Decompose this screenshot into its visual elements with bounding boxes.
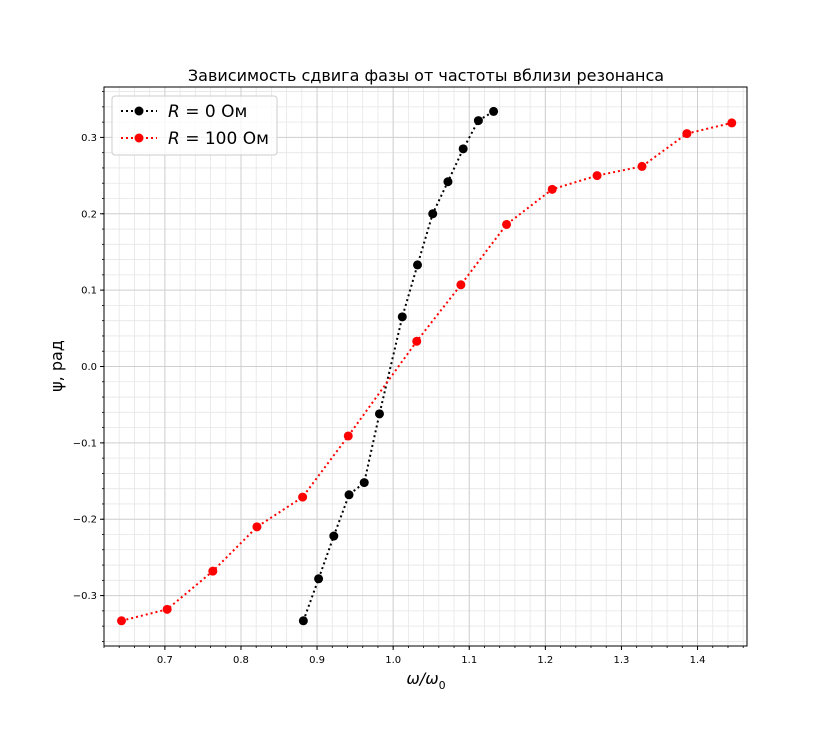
data-point-r100 <box>412 336 422 346</box>
data-point-r0 <box>489 106 499 116</box>
data-point-r100 <box>547 184 557 194</box>
x-axis-label-subscript: 0 <box>439 679 446 692</box>
x-tick-label: 1.1 <box>461 655 477 666</box>
data-point-r0 <box>473 116 483 126</box>
legend-label-r0-rest: = 0 Ом <box>180 102 247 122</box>
legend-label-r0-var: R <box>168 102 180 122</box>
series-line-r100 <box>121 121 733 622</box>
x-tick-label: 1.2 <box>537 655 553 666</box>
data-point-r0 <box>397 312 407 322</box>
y-tick-label: 0.1 <box>81 286 97 297</box>
x-tick-label: 0.8 <box>233 655 249 666</box>
data-point-r0 <box>413 260 423 270</box>
legend-label-r100-var: R <box>168 129 180 149</box>
data-point-r0 <box>458 144 468 154</box>
y-tick-label: 0.3 <box>81 133 97 144</box>
series-layer <box>117 106 737 626</box>
legend-marker-r100 <box>134 133 144 143</box>
y-tick-label: 0.0 <box>81 362 97 373</box>
data-point-r0 <box>314 574 324 584</box>
x-axis-label-main: ω/ω <box>406 669 438 688</box>
data-point-r100 <box>343 431 353 441</box>
legend-label-r100-rest: = 100 Ом <box>180 129 269 149</box>
x-tick-label: 1.3 <box>613 655 629 666</box>
data-point-r0 <box>298 616 308 626</box>
legend-marker-r0 <box>134 106 144 116</box>
data-point-r0 <box>428 209 438 219</box>
major-grid <box>104 87 747 646</box>
y-tick-label: −0.1 <box>73 438 97 449</box>
data-point-r0 <box>359 478 369 488</box>
x-tick-label: 1.0 <box>385 655 401 666</box>
y-axis-ticks: −0.3 −0.2 −0.1 0.0 0.1 0.2 0.3 <box>73 91 104 642</box>
data-point-r100 <box>502 219 512 229</box>
data-point-r100 <box>252 522 262 532</box>
y-tick-label: 0.2 <box>81 209 97 220</box>
y-axis-label: ψ, рад <box>47 340 66 392</box>
data-point-r100 <box>298 492 308 502</box>
data-point-r0 <box>329 531 339 541</box>
x-tick-label: 0.7 <box>157 655 173 666</box>
data-point-r100 <box>592 171 602 181</box>
legend-label-r100: R = 100 Ом <box>168 129 269 149</box>
legend-label-r0: R = 0 Ом <box>168 102 247 122</box>
data-point-r100 <box>117 616 127 626</box>
data-point-r100 <box>456 280 466 290</box>
legend: R = 0 Ом R = 100 Ом <box>111 95 278 156</box>
data-point-r100 <box>208 566 218 576</box>
data-point-r100 <box>727 118 737 128</box>
chart-title: Зависимость сдвига фазы от частоты вблиз… <box>188 66 664 85</box>
data-point-r0 <box>344 490 354 500</box>
legend-box <box>111 95 278 156</box>
y-tick-label: −0.3 <box>73 591 97 602</box>
x-axis-ticks: 0.7 0.8 0.9 1.0 1.1 1.2 1.3 1.4 <box>103 646 744 666</box>
x-tick-label: 0.9 <box>309 655 325 666</box>
data-point-r0 <box>374 409 384 419</box>
data-point-r0 <box>443 177 453 187</box>
data-point-r100 <box>682 129 692 139</box>
x-axis-label: ω/ω0 <box>406 669 445 692</box>
x-tick-label: 1.4 <box>690 655 706 666</box>
data-point-r100 <box>162 604 172 614</box>
data-point-r100 <box>637 161 647 171</box>
y-tick-label: −0.2 <box>73 515 97 526</box>
